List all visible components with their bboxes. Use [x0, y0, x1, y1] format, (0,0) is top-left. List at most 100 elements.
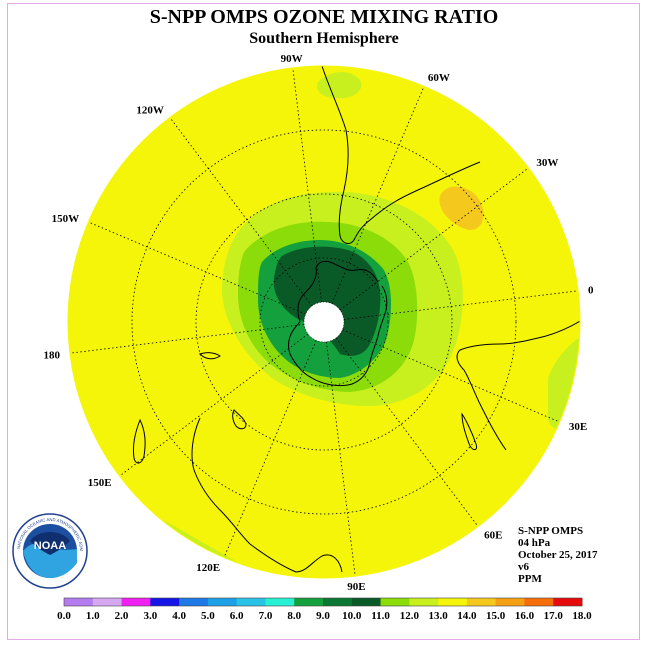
colorbar-swatch [207, 598, 238, 606]
colorbar-swatch [495, 598, 525, 606]
meridian-line [335, 337, 479, 527]
longitude-label: 0 [588, 285, 594, 297]
info-level: 04 hPa [518, 537, 551, 549]
logo-wave [23, 543, 77, 578]
coast-madagascar [461, 412, 477, 451]
figure-frame [7, 3, 640, 640]
longitude-label: 60W [428, 72, 450, 84]
colorbar-tick-label: 11.0 [371, 610, 390, 622]
colorbar-tick-label: 9.0 [316, 610, 330, 622]
contour-11-12-sw [140, 510, 270, 578]
coast-africa [456, 319, 580, 451]
latitude-circle-inner [259, 257, 389, 387]
meridian-line [292, 67, 322, 303]
longitude-labels: 0 30E 60E 90E 120E 150E 180 150W 120W 90W 60W 30W [43, 53, 594, 593]
page-subtitle: Southern Hemisphere [249, 30, 399, 47]
coast-tasmania [232, 409, 247, 430]
longitude-label: 180 [43, 349, 60, 361]
info-version: v6 [518, 561, 529, 573]
colorbar-tick-label: 16.0 [515, 610, 535, 622]
logo-bird [30, 532, 70, 555]
contour-11-12-north [317, 71, 362, 99]
meridian-line [69, 324, 305, 354]
polar-hole-edge [303, 301, 345, 343]
colorbar-tick-label: 3.0 [143, 610, 157, 622]
longitude-label: 90W [281, 53, 303, 65]
meridians [69, 67, 579, 577]
colorbar-swatch [323, 598, 353, 606]
longitude-label: 150E [88, 477, 112, 489]
longitude-label: 30E [569, 421, 587, 433]
meridian-line [342, 329, 560, 423]
latitude-circle-outer [131, 129, 517, 515]
colorbar-tick-label: 0.0 [57, 610, 71, 622]
meridian-line [88, 221, 306, 315]
colorbar-outline [63, 597, 583, 607]
colorbar-tick-label: 18.0 [572, 610, 592, 622]
meridian-line [326, 341, 356, 577]
colorbar-swatch [466, 598, 497, 606]
colorbar-swatch [409, 598, 439, 606]
meridian-line [169, 117, 313, 307]
colorbar-swatch [92, 598, 123, 606]
contour-13-14 [439, 186, 484, 230]
logo-text: NOAA [34, 540, 66, 552]
colorbar-tick-label: 7.0 [259, 610, 273, 622]
meridian-line [339, 167, 529, 311]
map-edge [67, 65, 581, 579]
longitude-label: 150W [52, 213, 80, 225]
longitude-label: 90E [347, 581, 365, 593]
colorbar-swatch [236, 598, 266, 606]
colorbar-tick-label: 15.0 [486, 610, 506, 622]
contour-10-dark [273, 246, 381, 356]
colorbar-tick-label: 14.0 [457, 610, 477, 622]
longitude-label: 60E [484, 529, 502, 541]
meridian-line [119, 333, 309, 477]
meridian-line [343, 290, 579, 320]
page-title: S-NPP OMPS OZONE MIXING RATIO [149, 6, 499, 28]
info-block: S-NPP OMPS 04 hPa October 25, 2017 v6 PP… [518, 525, 598, 585]
longitude-label: 120W [136, 105, 164, 117]
colorbar-ticks: 0.0 1.0 2.0 3.0 4.0 5.0 6.0 7.0 8.0 9.0 10.0 11.0 12… [57, 610, 592, 622]
polar-no-data [304, 302, 344, 342]
colorbar-tick-label: 17.0 [544, 610, 564, 622]
info-date: October 25, 2017 [518, 549, 598, 561]
colorbar-tick-label: 1.0 [86, 610, 100, 622]
colorbar-swatch [179, 598, 209, 606]
colorbar-tick-label: 2.0 [115, 610, 129, 622]
info-units: PPM [518, 573, 542, 585]
colorbar-tick-label: 6.0 [230, 610, 244, 622]
meridian-line [223, 340, 317, 558]
coast-australia [191, 417, 343, 573]
coastlines [133, 66, 580, 573]
longitude-label: 30W [536, 157, 558, 169]
colorbar-swatch [524, 598, 554, 606]
colorbar-swatch [150, 598, 180, 606]
coast-ross-sea [199, 352, 221, 360]
coast-antarctic-peninsula [297, 260, 379, 323]
colorbar-swatches [63, 597, 583, 607]
coast-antarctica [287, 285, 388, 387]
latitude-circle-mid [195, 193, 453, 451]
colorbar-swatch [553, 598, 583, 606]
coast-south-america [321, 66, 481, 244]
colorbar-swatch [380, 598, 410, 606]
meridian-line [331, 86, 425, 304]
colorbar-tick-label: 5.0 [201, 610, 215, 622]
graticule [69, 67, 579, 577]
colorbar-swatch [64, 598, 94, 606]
noaa-logo: NOAA NATIONAL OCEANIC AND ATMOSPHERIC AD… [12, 513, 88, 589]
colorbar-swatch [265, 598, 295, 606]
longitude-label: 120E [196, 562, 220, 574]
colorbar-tick-label: 13.0 [428, 610, 448, 622]
colorbar-tick-label: 10.0 [342, 610, 362, 622]
colorbar-swatch [121, 598, 151, 606]
colorbar-swatch [294, 598, 324, 606]
colorbar: 0.0 1.0 2.0 3.0 4.0 5.0 6.0 7.0 8.0 9.0 10.0 11.0 12… [57, 597, 592, 622]
coast-new-zealand [133, 418, 146, 464]
colorbar-tick-label: 8.0 [287, 610, 301, 622]
colorbar-tick-label: 12.0 [400, 610, 420, 622]
colorbar-swatch [438, 598, 468, 606]
colorbar-swatch [351, 598, 382, 606]
info-instrument: S-NPP OMPS [518, 525, 584, 537]
